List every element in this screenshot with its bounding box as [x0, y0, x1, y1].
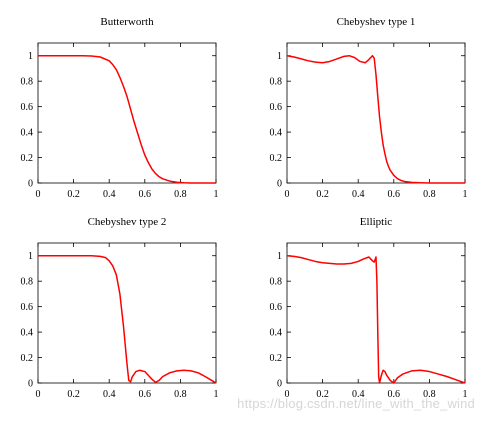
y-tick-label: 0.4 [270, 128, 283, 139]
x-tick-label: 1 [214, 389, 219, 400]
x-tick-label: 0.4 [352, 389, 365, 400]
x-tick-label: 0.8 [423, 189, 436, 200]
chart-title: Chebyshev type 1 [337, 16, 416, 28]
x-tick-label: 0.2 [316, 389, 329, 400]
response-curve [38, 254, 217, 384]
plot-frame [286, 242, 466, 384]
x-tick-label: 0.8 [174, 189, 187, 200]
y-tick-label: 0 [277, 379, 282, 390]
x-tick-label: 1 [463, 389, 468, 400]
y-tick-label: 1 [277, 51, 282, 62]
y-tick-label: 0.8 [21, 77, 34, 88]
x-tick-label: 1 [214, 189, 219, 200]
y-tick-label: 0 [28, 179, 33, 190]
y-tick-label: 0.6 [270, 302, 283, 313]
plot-frame [286, 42, 466, 184]
x-tick-label: 0 [285, 189, 290, 200]
x-tick-label: 1 [463, 189, 468, 200]
x-tick-label: 0.6 [139, 189, 152, 200]
x-tick-label: 0.8 [423, 389, 436, 400]
plot-frame [37, 42, 217, 184]
x-tick-label: 0.2 [67, 389, 80, 400]
y-tick-label: 0.2 [21, 153, 34, 164]
y-tick-label: 0 [28, 379, 33, 390]
x-tick-label: 0.8 [174, 389, 187, 400]
y-tick-label: 1 [28, 51, 33, 62]
y-tick-label: 0.4 [21, 328, 34, 339]
x-tick-label: 0.4 [103, 389, 116, 400]
watermark-text: https://blog.csdn.net/line_with_the_wind [237, 396, 475, 411]
chart-title: Elliptic [360, 216, 393, 228]
response-curve [286, 254, 466, 384]
x-tick-label: 0.6 [139, 389, 152, 400]
y-tick-label: 0.2 [21, 353, 34, 364]
x-tick-label: 0.6 [388, 189, 401, 200]
x-tick-label: 0.6 [388, 389, 401, 400]
y-tick-label: 0.4 [21, 128, 34, 139]
y-tick-label: 0.6 [270, 102, 283, 113]
chart-panel-4: Elliptic 0 0.2 0.4 0.6 0.8 1 0 0.2 0.4 0.6 0.8 1 [270, 216, 468, 400]
response-curve [286, 54, 465, 184]
response-curve [38, 54, 216, 184]
x-tick-label: 0 [36, 389, 41, 400]
x-tick-label: 0.4 [352, 189, 365, 200]
y-tick-label: 0.8 [21, 277, 34, 288]
y-tick-label: 0.2 [270, 353, 283, 364]
y-tick-label: 1 [28, 251, 33, 262]
y-tick-label: 0.2 [270, 153, 283, 164]
y-tick-label: 0.4 [270, 328, 283, 339]
chart-panel-1: Butterworth 0 0.2 0.4 0.6 0.8 1 0 0.2 0.4 0.6 0.8 1 [21, 16, 219, 200]
y-tick-label: 0.6 [21, 302, 34, 313]
x-tick-label: 0.4 [103, 189, 116, 200]
plot-frame [37, 242, 217, 384]
y-tick-label: 0.6 [21, 102, 34, 113]
chart-panel-3: Chebyshev type 2 0 0.2 0.4 0.6 0.8 1 0 0.2 0.4 0.6… [21, 216, 219, 400]
chart-panel-2: Chebyshev type 1 0 0.2 0.4 0.6 0.8 1 0 0.2 0.4 0.6… [270, 16, 468, 200]
y-tick-label: 0 [277, 179, 282, 190]
chart-title: Butterworth [100, 16, 154, 28]
y-tick-label: 0.8 [270, 77, 283, 88]
y-tick-label: 1 [277, 251, 282, 262]
x-tick-label: 0 [285, 389, 290, 400]
x-tick-label: 0.2 [67, 189, 80, 200]
y-tick-label: 0.8 [270, 277, 283, 288]
x-tick-label: 0 [36, 189, 41, 200]
chart-title: Chebyshev type 2 [88, 216, 167, 228]
x-tick-label: 0.2 [316, 189, 329, 200]
